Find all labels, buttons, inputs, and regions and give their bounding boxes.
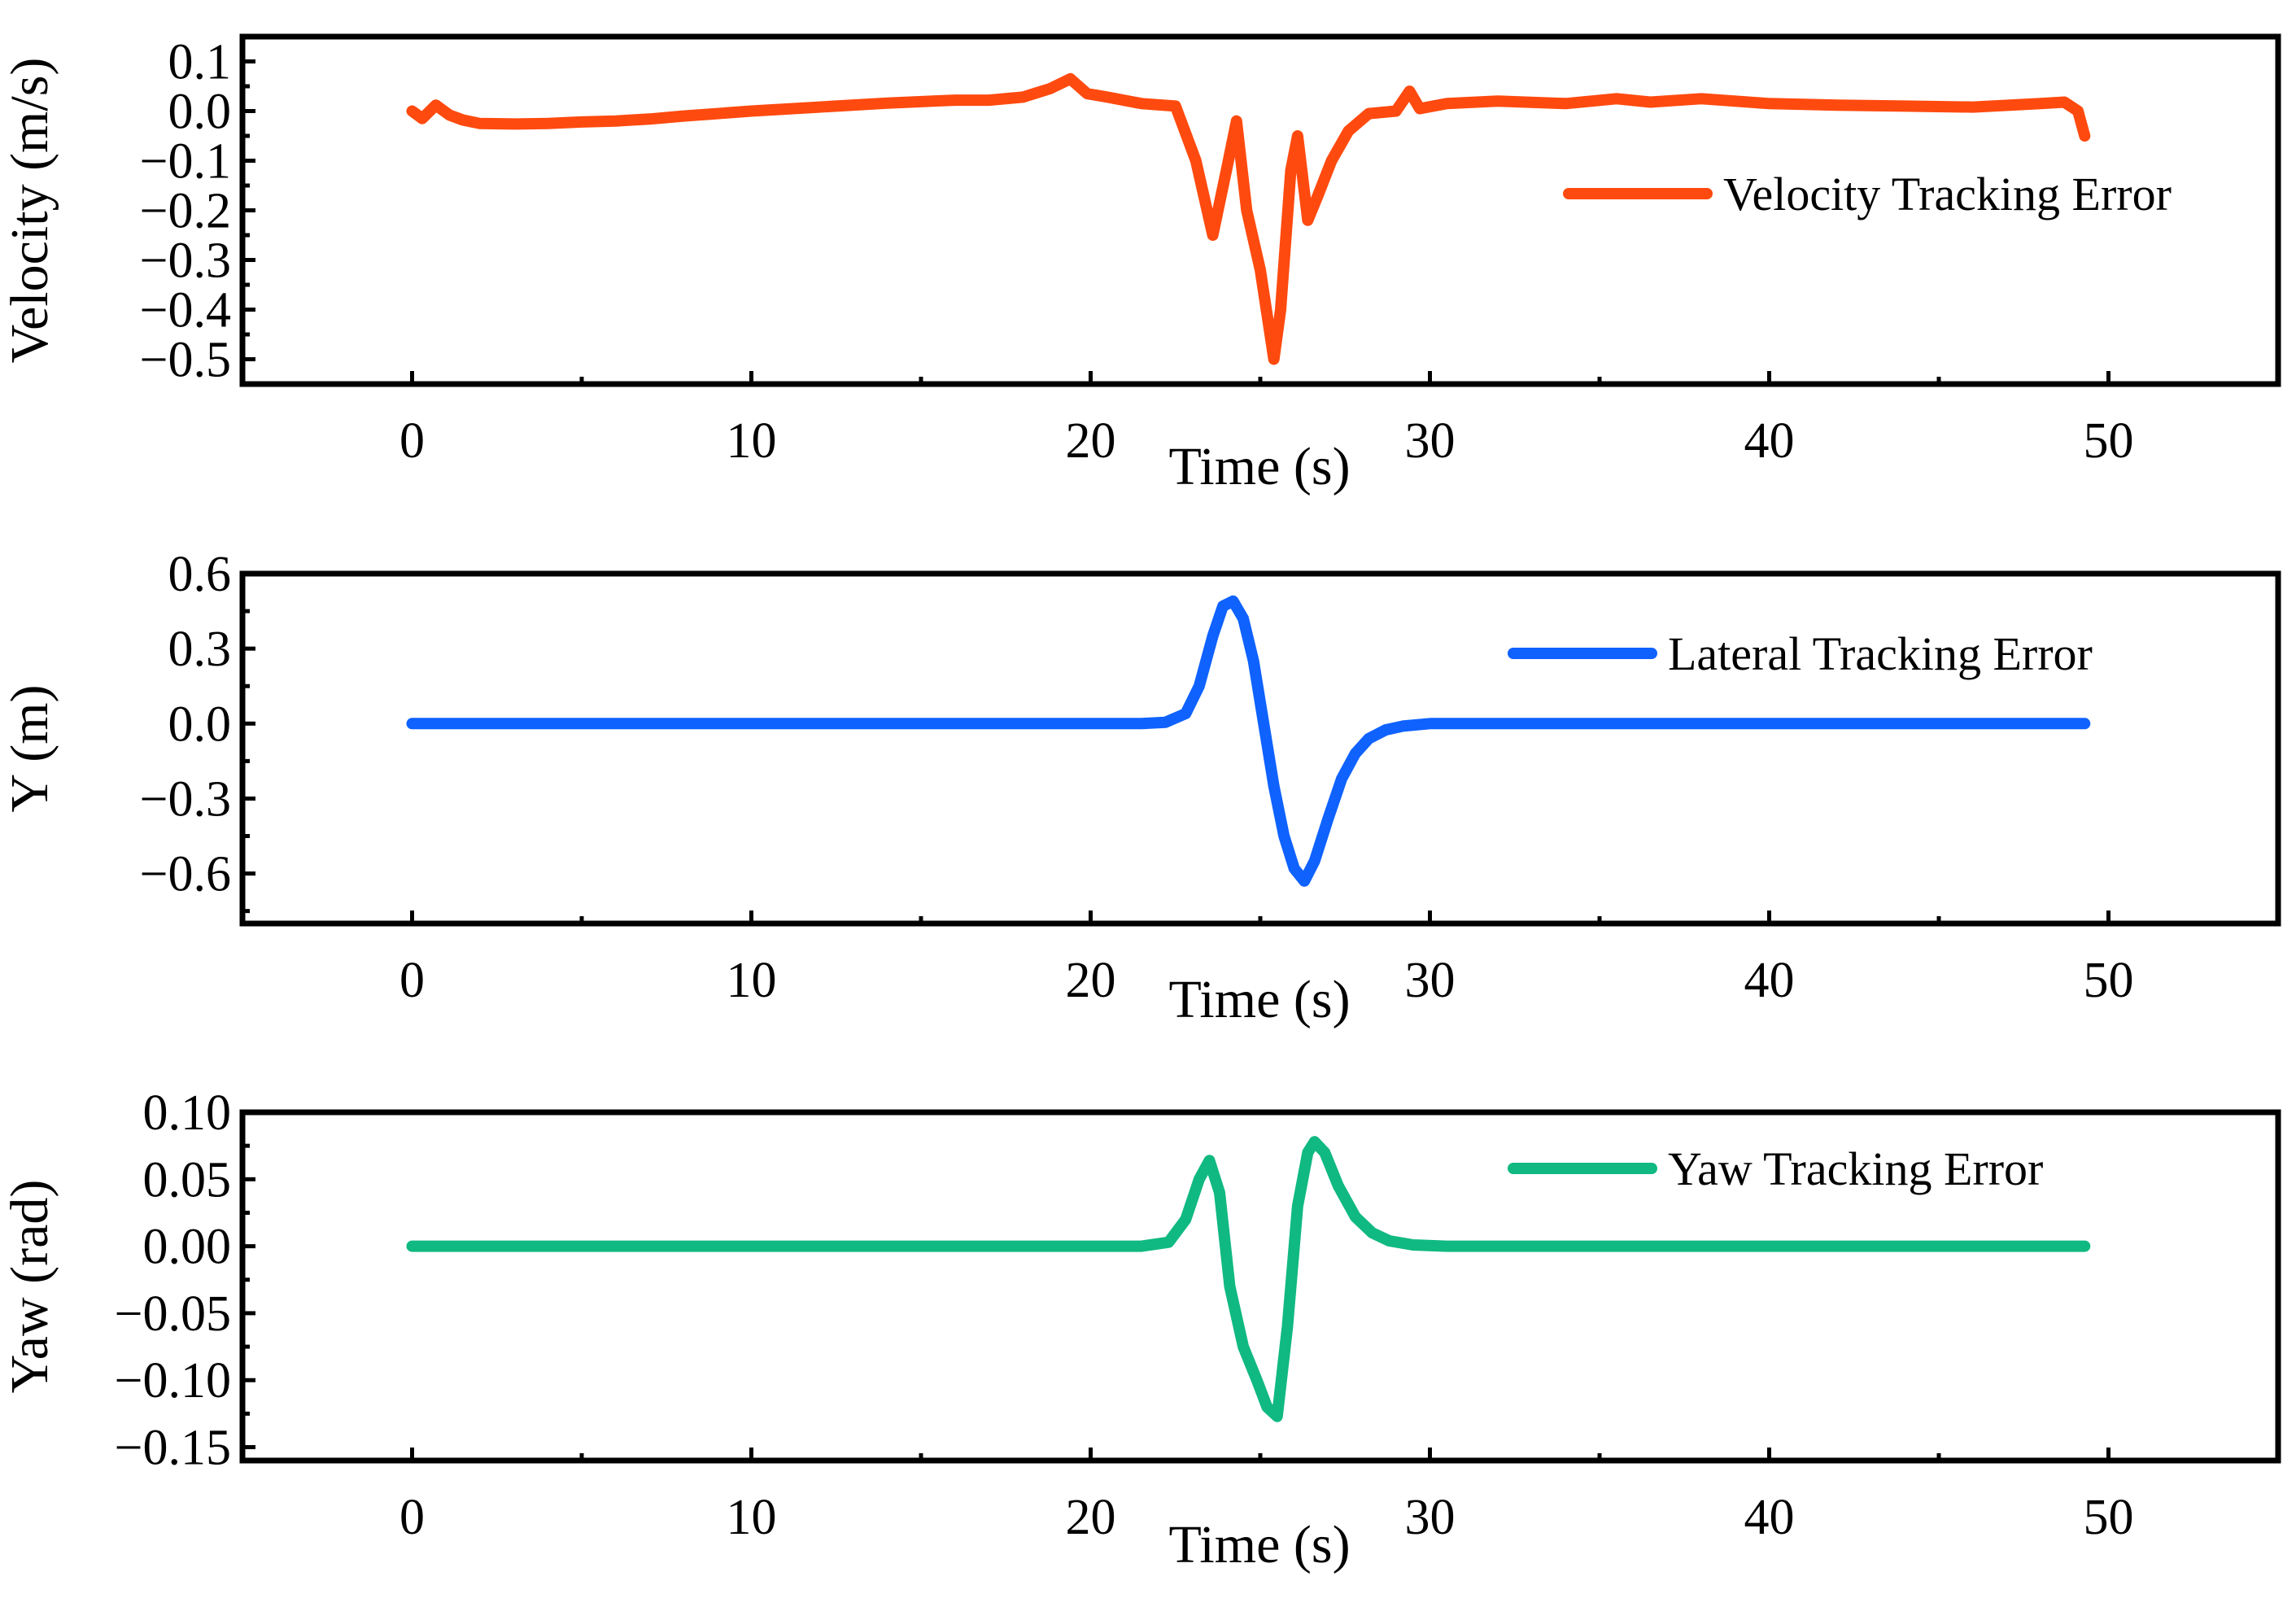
x-tick-label: 50 [2084,413,2134,469]
x-axis-title: Time (s) [1168,437,1350,496]
y-tick-label: −0.4 [140,283,231,338]
y-tick-label: 0.10 [143,1085,232,1141]
y-tick-label: 0.00 [143,1220,232,1275]
x-tick-label: 10 [727,953,777,1008]
x-tick-label: 10 [727,413,777,469]
y-tick-label: −0.05 [115,1286,231,1342]
x-tick-label: 40 [1744,1490,1795,1545]
x-tick-label: 50 [2084,1490,2134,1545]
y-axis-title: Yaw (rad) [0,1180,59,1394]
series-line-2-1 [406,595,2091,887]
x-tick-label: 0 [399,953,425,1008]
x-axis-title: Time (s) [1168,970,1350,1029]
legend-label: Lateral Tracking Error [1668,627,2093,680]
x-tick-label: 20 [1066,953,1116,1008]
y-tick-label: 0.0 [168,697,232,752]
y-tick-label: 0.0 [168,85,232,140]
y-tick-label: −0.15 [115,1421,231,1476]
chart-panel-2: 0 10 20 30 40 50 0.6 0.3 0.0 −0.3 −0.6 Time (s) Y (m… [0,547,2281,1029]
y-tick-label: −0.3 [140,771,231,827]
y-tick-label: −0.3 [140,234,231,289]
chart-panel-1: 0 10 20 30 40 50 0.10.0−0.1−0.2−0.3−0.4−0.5 Tim… [0,33,2281,496]
x-tick-label: 0 [399,413,425,469]
y-tick-label: −0.6 [140,847,231,902]
x-tick-label: 30 [1405,1490,1456,1545]
legend-label: Velocity Tracking Error [1723,168,2172,221]
y-axis-title: Velocity (m/s) [0,58,59,364]
x-tick-label: 10 [727,1490,777,1545]
y-tick-label: −0.1 [140,134,231,190]
y-tick-label: −0.10 [115,1353,231,1408]
y-tick-label: 0.6 [168,547,232,602]
series-line-3-1 [406,1136,2091,1422]
x-tick-label: 50 [2084,953,2134,1008]
x-tick-label: 20 [1066,413,1116,469]
chart-panel-3: 0 10 20 30 40 50 0.10 0.05 0.00 −0.05 −0.10 −0.15 Ti… [0,1085,2281,1574]
y-tick-label: −0.5 [140,333,231,388]
y-tick-label: −0.2 [140,184,231,239]
y-tick-label: 0.05 [143,1152,232,1207]
y-tick-label: 0.1 [168,35,232,90]
plot-frame [239,570,2281,927]
x-tick-label: 30 [1405,413,1456,469]
x-axis-title: Time (s) [1168,1515,1350,1574]
x-tick-label: 30 [1405,953,1456,1008]
series-line-1-1 [406,72,2091,365]
x-tick-label: 0 [399,1490,425,1545]
x-tick-label: 40 [1744,953,1795,1008]
legend-label: Yaw Tracking Error [1668,1142,2043,1195]
y-axis-title: Y (m) [0,684,59,812]
y-tick-label: 0.3 [168,622,232,677]
x-tick-label: 20 [1066,1490,1116,1545]
x-tick-label: 40 [1744,413,1795,469]
